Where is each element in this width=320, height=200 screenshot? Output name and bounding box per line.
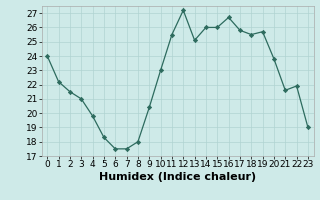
X-axis label: Humidex (Indice chaleur): Humidex (Indice chaleur) — [99, 172, 256, 182]
